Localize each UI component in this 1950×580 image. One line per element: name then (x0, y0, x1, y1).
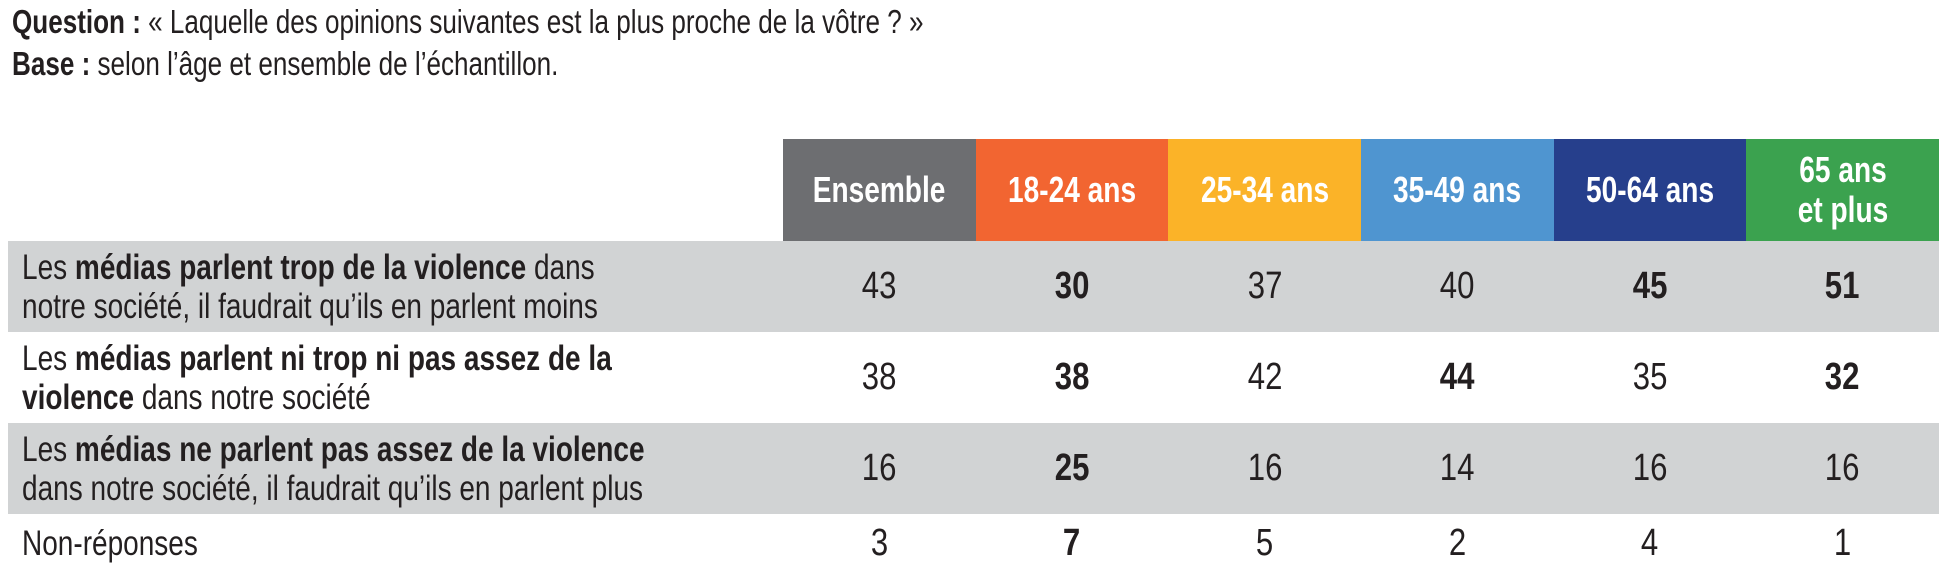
value-text: 3 (870, 521, 888, 564)
column-header-label: 18-24 ans (1007, 169, 1136, 210)
value-cell: 51 (1746, 265, 1939, 308)
row-label: Les médias parlent ni trop ni pas assez … (8, 339, 783, 417)
column-header-label: 25-34 ans (1200, 169, 1329, 210)
question-text: « Laquelle des opinions suivantes est la… (140, 3, 924, 40)
label-text: dans notre société, il faudrait qu’ils e… (22, 468, 644, 508)
label-text: dans notre société (134, 377, 371, 417)
header-row: Ensemble 18-24 ans 25-34 ans 35-49 ans 5… (783, 139, 1939, 241)
value-cell: 16 (1746, 447, 1939, 490)
base-label: Base : (12, 45, 91, 82)
value-text: 4 (1641, 521, 1659, 564)
value-text: 25 (1054, 447, 1090, 489)
value-text: 51 (1825, 265, 1860, 307)
value-text: 38 (1054, 356, 1090, 398)
row-values: 43 30 37 40 45 51 (783, 265, 1939, 308)
column-header-label: Ensemble (812, 169, 946, 210)
row-label: Les médias parlent trop de la violence d… (8, 248, 783, 326)
column-header-25-34: 25-34 ans (1168, 139, 1361, 241)
value-cell: 43 (783, 265, 976, 308)
table-row-non-reponses: Non-réponses 3 7 5 2 4 1 (8, 514, 1939, 572)
value-cell: 40 (1361, 265, 1554, 308)
value-cell: 37 (1168, 265, 1361, 308)
label-text: Les (22, 338, 75, 378)
value-cell: 45 (1554, 265, 1747, 308)
label-text: Les (22, 429, 75, 469)
label-text: Non-réponses (22, 523, 198, 563)
row-values: 16 25 16 14 16 16 (783, 447, 1939, 490)
value-text: 44 (1439, 356, 1475, 398)
value-cell: 14 (1361, 447, 1554, 490)
value-text: 1 (1833, 521, 1852, 564)
column-header-label: 50-64 ans (1585, 169, 1714, 210)
row-values: 3 7 5 2 4 1 (783, 522, 1939, 565)
value-text: 35 (1632, 356, 1668, 398)
value-cell: 5 (1168, 522, 1361, 565)
value-cell: 16 (1168, 447, 1361, 490)
column-header-18-24: 18-24 ans (975, 139, 1169, 241)
value-text: 7 (1063, 521, 1081, 564)
value-text: 16 (861, 447, 897, 489)
row-values: 38 38 42 44 35 32 (783, 356, 1939, 399)
value-cell: 30 (976, 265, 1169, 308)
value-text: 14 (1439, 447, 1475, 489)
value-text: 5 (1255, 521, 1274, 564)
value-text: 40 (1439, 265, 1475, 307)
value-cell: 44 (1361, 356, 1554, 399)
value-text: 42 (1247, 356, 1282, 398)
value-cell: 4 (1554, 522, 1747, 565)
column-header-label-line1: 65 ans (1798, 149, 1887, 190)
value-cell: 38 (783, 356, 976, 399)
value-text: 16 (1247, 447, 1282, 489)
value-cell: 32 (1746, 356, 1939, 399)
value-cell: 42 (1168, 356, 1361, 399)
table-row-pas-assez: Les médias ne parlent pas assez de la vi… (8, 423, 1939, 514)
value-cell: 7 (976, 522, 1169, 565)
label-text: Les (22, 247, 75, 287)
value-text: 2 (1448, 521, 1466, 564)
column-header-label-line2: et plus (1797, 189, 1888, 230)
value-text: 45 (1632, 265, 1668, 307)
label-bold-text: médias ne parlent pas assez de la violen… (74, 429, 645, 469)
value-cell: 16 (783, 447, 976, 490)
table-row-trop: Les médias parlent trop de la violence d… (8, 241, 1939, 332)
value-cell: 25 (976, 447, 1169, 490)
value-cell: 38 (976, 356, 1169, 399)
table-row-ni-trop-ni-pas-assez: Les médias parlent ni trop ni pas assez … (8, 332, 1939, 423)
label-bold-text: violence (22, 377, 135, 417)
value-text: 16 (1632, 447, 1668, 489)
value-cell: 35 (1554, 356, 1747, 399)
value-text: 37 (1247, 265, 1282, 307)
label-text: notre société, il faudrait qu’ils en par… (22, 286, 598, 326)
base-text: selon l’âge et ensemble de l’échantillon… (90, 45, 559, 82)
value-text: 43 (861, 265, 897, 307)
value-text: 32 (1825, 356, 1860, 398)
row-label: Les médias ne parlent pas assez de la vi… (8, 430, 783, 508)
column-header-35-49: 35-49 ans (1360, 139, 1554, 241)
label-bold-text: médias parlent trop de la violence (74, 247, 527, 287)
column-header-ensemble: Ensemble (783, 139, 976, 241)
value-cell: 1 (1746, 522, 1939, 565)
base-line: Base : selon l’âge et ensemble de l’écha… (12, 44, 704, 84)
label-bold-text: médias parlent ni trop ni pas assez de l… (74, 338, 612, 378)
label-text: dans (526, 247, 595, 287)
value-cell: 3 (783, 522, 976, 565)
question-line: Question : « Laquelle des opinions suiva… (12, 2, 1166, 42)
value-cell: 16 (1554, 447, 1747, 490)
value-text: 38 (861, 356, 897, 398)
column-header-50-64: 50-64 ans (1553, 139, 1747, 241)
column-header-65-plus: 65 ans et plus (1746, 139, 1939, 241)
column-header-label: 35-49 ans (1393, 169, 1522, 210)
value-cell: 2 (1361, 522, 1554, 565)
row-label: Non-réponses (8, 524, 783, 563)
value-text: 30 (1054, 265, 1090, 307)
question-label: Question : (12, 3, 141, 40)
value-text: 16 (1825, 447, 1860, 489)
